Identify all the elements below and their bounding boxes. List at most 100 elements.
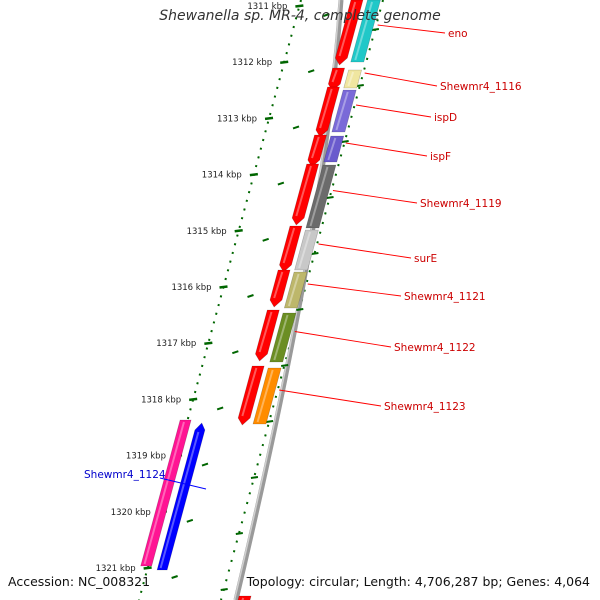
leader-line <box>159 477 207 490</box>
minor-tick <box>201 462 209 467</box>
scale-tick <box>219 285 228 289</box>
scale-tick-label: 1317 kbp <box>156 339 196 349</box>
leader-line <box>307 283 402 297</box>
gene-sure-shine <box>298 231 311 269</box>
gene-label-shewmr4_1122: Shewmr4_1122 <box>394 342 476 354</box>
gene-ispd-shine <box>335 91 349 131</box>
gene-eno <box>350 0 381 63</box>
guide-tick <box>296 308 304 311</box>
gene-label-shewmr4_1121: Shewmr4_1121 <box>404 291 486 303</box>
leader-line <box>377 24 446 34</box>
cds-arrow-shine <box>295 165 312 217</box>
cds-arrow-shine <box>282 227 296 264</box>
gene-shewmr4_1121-shine <box>287 273 300 307</box>
cds-arrow-shine <box>241 367 258 417</box>
cds-arrow <box>335 0 364 66</box>
leader-line <box>318 243 412 259</box>
minor-tick <box>323 13 330 17</box>
cds-arrow <box>315 86 340 138</box>
scale-tick-label: 1312 kbp <box>232 58 272 68</box>
genome-title: Shewanella sp. MR-4, complete genome <box>159 8 441 24</box>
minor-tick <box>232 350 239 355</box>
guide-tick <box>250 476 259 479</box>
guide-tick <box>326 196 334 199</box>
gene-eno-shine <box>354 1 374 61</box>
scale-tick <box>264 116 274 121</box>
scale-tick-label: 1321 kbp <box>96 564 136 574</box>
scale-tick <box>143 566 152 570</box>
scale-tick <box>280 60 289 64</box>
gene-sure <box>294 229 319 271</box>
cds-arrow <box>279 225 303 273</box>
cds-arrow-shine <box>331 69 338 83</box>
scale-tick-label: 1316 kbp <box>171 283 211 293</box>
scale-tick-label: 1315 kbp <box>187 227 227 237</box>
scale-tick-label: 1319 kbp <box>126 452 166 462</box>
guide-tick <box>281 364 289 367</box>
accession-text: Accession: NC_008321 <box>8 574 151 589</box>
scale-tick-label: 1313 kbp <box>217 114 257 124</box>
minor-tick <box>247 294 254 298</box>
leader-line <box>364 72 438 87</box>
scale-tick <box>234 229 243 233</box>
cds-arrow <box>237 595 252 600</box>
leader-line <box>345 142 428 157</box>
gene-label-eno: eno <box>448 28 468 40</box>
gene-label-shewmr4_1124: Shewmr4_1124 <box>84 469 166 481</box>
leader-line <box>279 389 382 407</box>
cds-arrow-reverse <box>156 422 206 571</box>
cds-arrow <box>269 269 291 308</box>
cds-arrow-shine <box>311 136 320 159</box>
minor-tick <box>292 125 300 130</box>
cds-arrow-shine <box>319 88 333 129</box>
minor-tick <box>277 181 285 186</box>
scale-tick <box>189 397 198 402</box>
scale-tick <box>249 172 259 177</box>
gene-ispf <box>323 135 345 163</box>
gene-shewmr4_1119 <box>305 164 337 229</box>
cds-arrow-shine <box>338 1 357 57</box>
gene-shewmr4_1116-shine <box>347 71 355 87</box>
gene-label-shewmr4_1119: Shewmr4_1119 <box>420 198 502 210</box>
cds-arrow-shine <box>273 271 284 299</box>
guide-tick <box>371 28 380 31</box>
cds-arrow <box>237 365 265 426</box>
minor-tick <box>171 575 178 579</box>
guide-tick <box>220 588 228 591</box>
gene-label-ispf: ispF <box>430 151 451 163</box>
guide-tick <box>265 420 274 423</box>
minor-tick <box>307 69 315 74</box>
gene-shewmr4_1124-shine <box>143 421 185 565</box>
gene-shewmr4_1122-shine <box>273 314 289 361</box>
scale-tick-label: 1314 kbp <box>202 171 242 181</box>
scale-tick <box>204 341 213 345</box>
gene-shewmr4_1116 <box>343 69 362 89</box>
leader-line <box>294 331 392 348</box>
leader-line <box>332 190 418 204</box>
gene-label-ispd: ispD <box>434 112 457 124</box>
guide-tick <box>235 532 243 535</box>
leader-line <box>355 104 432 118</box>
gene-ispd <box>331 89 357 133</box>
cds-arrow <box>255 309 280 362</box>
cds-arrow <box>307 134 327 168</box>
scale-tick <box>295 4 304 8</box>
cds-arrow-reverse-shine <box>159 431 200 569</box>
scale-tick-label: 1311 kbp <box>247 2 287 12</box>
gene-shewmr4_1123-shine <box>256 369 274 423</box>
guide-tick <box>356 84 364 87</box>
gene-label-shewmr4_1123: Shewmr4_1123 <box>384 401 466 413</box>
scale-tick-label: 1320 kbp <box>111 508 151 518</box>
scale-tick-label: 1318 kbp <box>141 395 181 405</box>
guide-tick <box>341 140 349 143</box>
guide-tick <box>311 252 319 255</box>
gene-ispf-shine <box>327 137 337 161</box>
cds-arrow <box>291 163 320 226</box>
minor-tick <box>216 406 224 411</box>
cds-arrow-shine <box>258 311 273 353</box>
minor-tick <box>262 237 270 242</box>
gene-shewmr4_1121 <box>283 271 308 309</box>
gene-shewmr4_1119-shine <box>309 166 329 227</box>
